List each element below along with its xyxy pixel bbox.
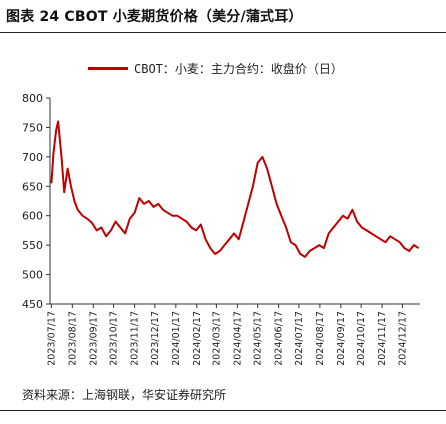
y-tick-label: 500: [22, 269, 43, 282]
legend-label: CBOT：小麦：主力合约：收盘价（日）: [134, 62, 343, 76]
y-tick-label: 650: [22, 180, 43, 193]
chart-legend: CBOT：小麦：主力合约：收盘价（日）: [88, 60, 343, 77]
series-line: [50, 120, 420, 258]
x-tick-label: 2024/05/17: [253, 311, 264, 366]
x-tick-label: 2024/04/17: [232, 311, 243, 366]
plot-area: [50, 120, 420, 258]
x-tick-label: 2024/11/17: [377, 311, 388, 366]
y-tick-label: 750: [22, 121, 43, 134]
x-axis: 2023/07/17 2023/08/17 2023/09/17 2023/10/17…: [46, 303, 420, 366]
y-axis: 450 500 550 600 650 700 750 800: [22, 92, 51, 311]
x-tick-label: 2024/10/17: [356, 311, 367, 366]
x-tick-label: 2023/07/17: [46, 311, 57, 366]
figure-title: 图表 24 CBOT 小麦期货价格（美分/蒲式耳）: [6, 9, 303, 25]
x-tick-label: 2024/03/17: [211, 311, 222, 366]
x-tick-label: 2023/09/17: [88, 311, 99, 366]
x-tick-label: 2024/09/17: [336, 311, 347, 366]
x-tick-label: 2024/07/17: [294, 311, 305, 366]
source-note: 资料来源：上海钢联，华安证券研究所: [22, 388, 227, 402]
x-tick-label: 2023/12/17: [150, 311, 161, 366]
x-tick-label: 2024/08/17: [315, 311, 326, 366]
y-tick-label: 550: [22, 239, 43, 252]
title-divider: [0, 32, 446, 33]
x-tick-label: 2023/10/17: [109, 311, 120, 366]
y-tick-label: 600: [22, 210, 43, 223]
legend-swatch: [88, 67, 128, 70]
x-tick-label: 2024/02/17: [192, 311, 203, 366]
x-tick-label: 2024/01/17: [171, 311, 182, 366]
x-tick-label: 2024/06/17: [274, 311, 285, 366]
y-tick-label: 800: [22, 92, 43, 105]
y-tick-label: 700: [22, 151, 43, 164]
x-tick-label: 2024/12/17: [397, 311, 408, 366]
x-tick-label: 2023/08/17: [67, 311, 78, 366]
x-tick-label: 2023/11/17: [130, 311, 141, 366]
bottom-divider: [0, 410, 446, 411]
y-tick-label: 450: [22, 298, 43, 311]
